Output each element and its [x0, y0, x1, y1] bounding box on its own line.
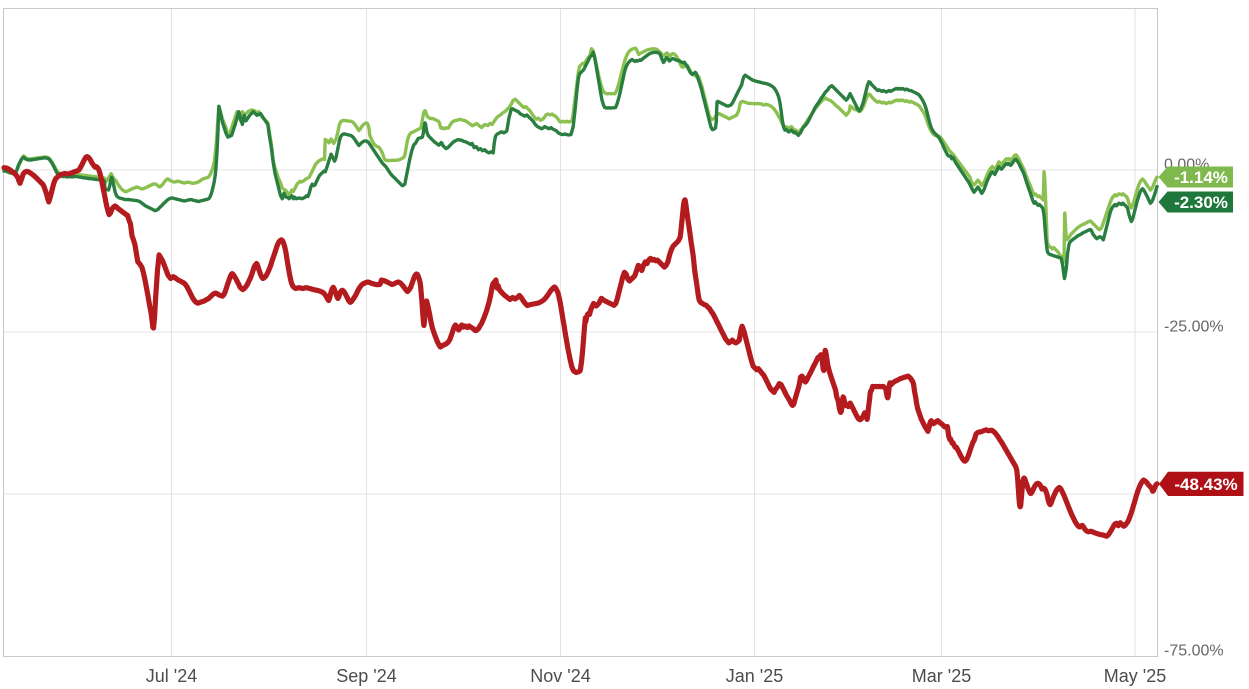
- svg-text:Jan '25: Jan '25: [726, 666, 783, 686]
- svg-text:-1.14%: -1.14%: [1174, 168, 1228, 187]
- svg-text:-75.00%: -75.00%: [1164, 643, 1224, 660]
- svg-text:Mar '25: Mar '25: [912, 666, 971, 686]
- svg-text:-25.00%: -25.00%: [1164, 319, 1224, 336]
- svg-text:Sep '24: Sep '24: [336, 666, 397, 686]
- svg-text:-48.43%: -48.43%: [1174, 475, 1237, 494]
- svg-text:-2.30%: -2.30%: [1174, 193, 1228, 212]
- svg-text:Jul '24: Jul '24: [146, 666, 197, 686]
- svg-text:May '25: May '25: [1104, 666, 1166, 686]
- svg-text:Nov '24: Nov '24: [530, 666, 590, 686]
